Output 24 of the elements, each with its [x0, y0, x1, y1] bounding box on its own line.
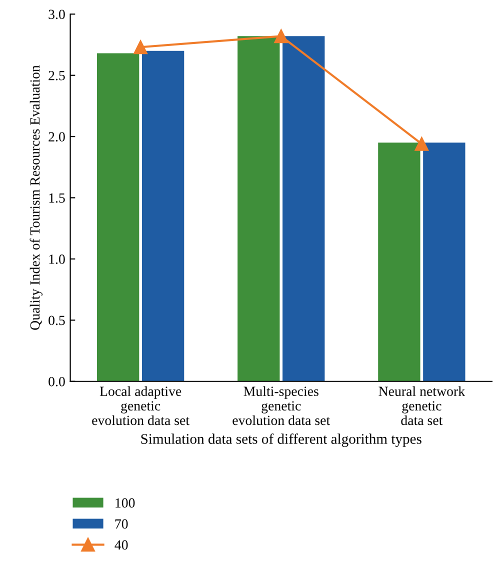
y-tick-label: 1.5	[49, 193, 65, 203]
bar	[238, 36, 280, 382]
bar	[378, 142, 420, 382]
x-tick-label: Local adaptive genetic evolution data set	[92, 386, 190, 426]
y-tick-label: 2.0	[48, 132, 65, 142]
y-tick-label: 3.0	[48, 10, 65, 20]
bar	[282, 36, 325, 382]
y-tick-label: 0.0	[48, 376, 65, 386]
x-tick-label: Multi-species genetic evolution data set	[232, 386, 330, 426]
bar	[423, 142, 466, 382]
x-axis-title: Simulation data sets of different algorithm types	[141, 433, 422, 447]
point	[414, 136, 429, 151]
y-tick-label: 2.5	[48, 70, 65, 80]
y-tick-label: 0.5	[48, 316, 65, 326]
point	[134, 40, 148, 54]
bar	[142, 50, 184, 382]
y-tick-label: 1.0	[49, 254, 65, 264]
bar	[96, 53, 140, 382]
point	[274, 29, 288, 44]
x-tick-label: Neural network genetic data set	[378, 386, 466, 426]
legend-label: 40	[114, 540, 128, 550]
legend-label: 100	[116, 498, 135, 508]
legend-label: 70	[115, 519, 128, 529]
y-axis-title: Quality Index of Tourism Resources Evaluation	[30, 65, 42, 330]
